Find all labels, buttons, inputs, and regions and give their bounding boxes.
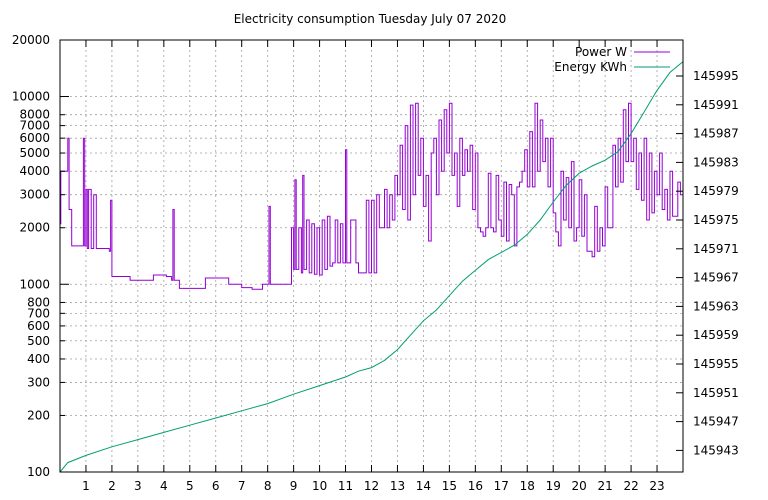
x-tick-label: 6	[212, 479, 220, 493]
y-right-tick-label: 145971	[693, 242, 739, 256]
x-tick-label: 15	[442, 479, 457, 493]
x-tick-label: 4	[160, 479, 168, 493]
y-right-tick-label: 145967	[693, 271, 739, 285]
x-tick-label: 22	[623, 479, 638, 493]
y-left-tick-label: 600	[27, 319, 50, 333]
y-left-tick-label: 200	[27, 408, 50, 422]
y-left-tick-label: 300	[27, 375, 50, 389]
x-tick-label: 19	[546, 479, 561, 493]
x-tick-label: 10	[312, 479, 327, 493]
x-tick-label: 3	[134, 479, 142, 493]
x-tick-label: 20	[572, 479, 587, 493]
y-right-tick-label: 145955	[693, 357, 739, 371]
axis-ticks: 1 2 3 4 5 6 7 8 9 10 11 12 13 14 15 16 17 18 19 20 21 22 23100…	[12, 33, 739, 493]
y-right-tick-label: 145959	[693, 328, 739, 342]
y-left-tick-label: 800	[27, 295, 50, 309]
x-tick-label: 12	[364, 479, 379, 493]
y-right-tick-label: 145975	[693, 213, 739, 227]
y-left-tick-label: 20000	[12, 33, 50, 47]
x-tick-label: 8	[264, 479, 272, 493]
x-tick-label: 17	[494, 479, 509, 493]
series-line-1	[59, 61, 684, 473]
series-line-0	[60, 102, 683, 290]
y-left-tick-label: 700	[27, 306, 50, 320]
x-tick-label: 23	[649, 479, 664, 493]
y-right-tick-label: 145987	[693, 127, 739, 141]
grid	[60, 40, 683, 472]
y-left-tick-label: 2000	[19, 221, 50, 235]
y-right-tick-label: 145943	[693, 443, 739, 457]
series-layer	[59, 61, 684, 473]
y-left-tick-label: 3000	[19, 188, 50, 202]
x-tick-label: 18	[520, 479, 535, 493]
x-tick-label: 13	[390, 479, 405, 493]
y-right-tick-label: 145951	[693, 386, 739, 400]
y-left-tick-label: 1000	[19, 277, 50, 291]
y-left-tick-label: 10000	[12, 90, 50, 104]
x-tick-label: 5	[186, 479, 194, 493]
legend-label-0: Power W	[575, 45, 627, 59]
y-left-tick-label: 5000	[19, 146, 50, 160]
x-tick-label: 21	[597, 479, 612, 493]
y-right-tick-label: 145963	[693, 299, 739, 313]
x-tick-label: 1	[82, 479, 90, 493]
x-tick-label: 7	[238, 479, 246, 493]
y-left-tick-label: 4000	[19, 164, 50, 178]
y-left-tick-label: 400	[27, 352, 50, 366]
y-right-tick-label: 145979	[693, 184, 739, 198]
y-right-tick-label: 145991	[693, 98, 739, 112]
chart-title: Electricity consumption Tuesday July 07 …	[234, 12, 507, 26]
x-tick-label: 11	[338, 479, 353, 493]
y-left-tick-label: 8000	[19, 108, 50, 122]
legend-label-1: Energy KWh	[554, 60, 627, 74]
x-tick-label: 9	[290, 479, 298, 493]
y-left-tick-label: 500	[27, 334, 50, 348]
x-tick-label: 16	[468, 479, 483, 493]
x-tick-label: 14	[416, 479, 431, 493]
y-right-tick-label: 145983	[693, 155, 739, 169]
y-left-tick-label: 100	[27, 465, 50, 479]
y-left-tick-label: 6000	[19, 131, 50, 145]
y-right-tick-label: 145995	[693, 69, 739, 83]
y-right-tick-label: 145947	[693, 415, 739, 429]
y-left-tick-label: 7000	[19, 119, 50, 133]
x-tick-label: 2	[108, 479, 116, 493]
